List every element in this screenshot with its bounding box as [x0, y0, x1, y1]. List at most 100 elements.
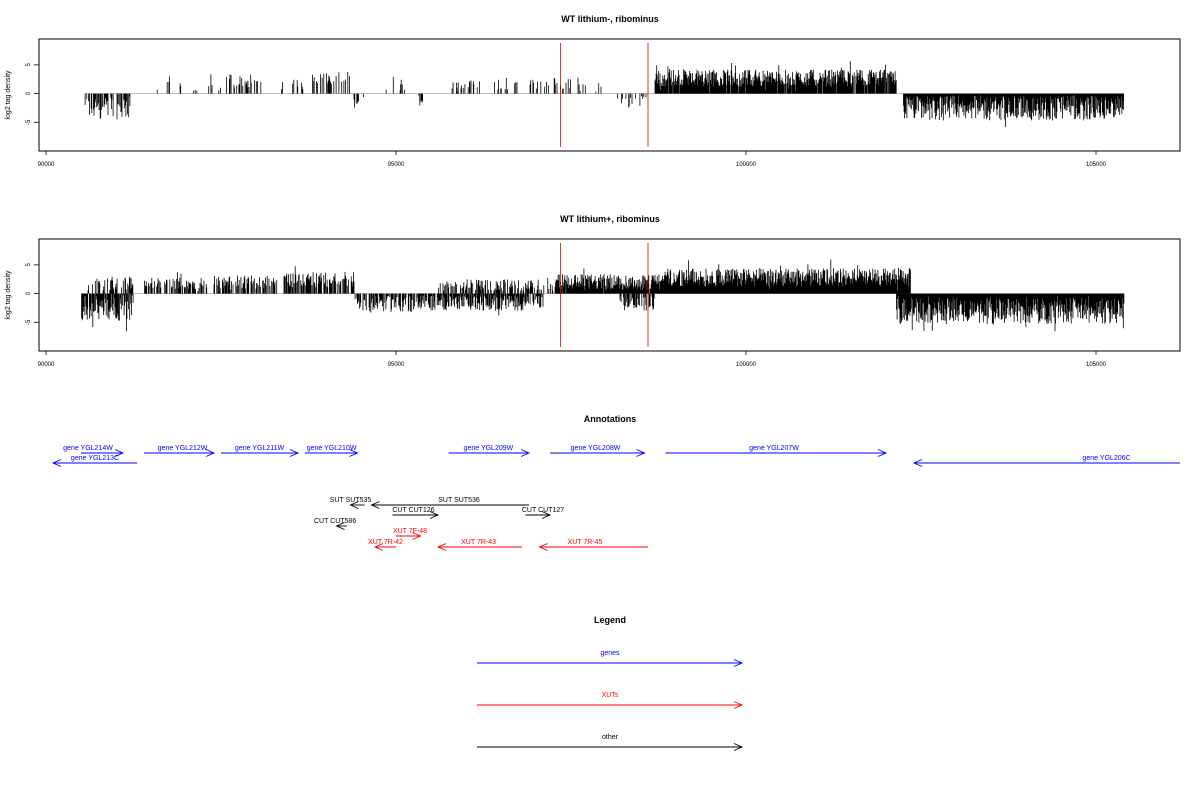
x-tick-label: 100000	[736, 362, 757, 368]
bar-segment	[156, 76, 170, 94]
bar-segment	[438, 278, 558, 294]
bar-segment	[791, 61, 897, 94]
legend-label: genes	[600, 650, 620, 657]
arrow-head-icon	[733, 743, 744, 751]
annotation-gene: gene YGL207W	[665, 445, 888, 457]
legend-item-xuts: XUTs	[477, 692, 744, 709]
bar-segment	[418, 93, 423, 106]
track-title: WT lithium+, ribominus	[560, 214, 660, 224]
annotation-label: gene YGL209W	[464, 445, 514, 452]
x-tick-label: 90000	[38, 162, 55, 168]
annotation-other: CUT CUT586	[314, 518, 356, 530]
arrow-head-icon	[412, 532, 422, 540]
annotation-gene: gene YGL209W	[448, 445, 531, 457]
arrow-head-icon	[349, 449, 359, 457]
annotation-gene: gene YGL212W	[144, 445, 216, 457]
y-axis: -5 0 5	[26, 63, 39, 125]
arrow-head-icon	[520, 449, 531, 457]
legend-items: genes XUTs other	[477, 650, 744, 751]
bar-segment	[654, 63, 792, 94]
bar-segment	[619, 293, 655, 311]
annotation-label: SUT SUT536	[438, 497, 480, 504]
bar-segment	[87, 276, 134, 294]
x-tick-label: 90000	[38, 362, 55, 368]
annotation-xut: XUT 7R-42	[368, 539, 403, 551]
x-axis: 90000 95000 100000 105000	[38, 351, 1107, 368]
bar-segment	[556, 268, 656, 294]
arrow-head-icon	[733, 701, 744, 709]
arrow-head-icon	[541, 511, 552, 519]
highlight-markers	[560, 243, 649, 347]
annotation-label: XUT 7R-45	[568, 539, 603, 546]
annotation-label: gene YGL212W	[158, 445, 208, 452]
y-axis: -5 0 5	[26, 263, 39, 325]
track-panel-lithium-minus: WT lithium-, ribominus log2 tag density …	[5, 14, 1181, 168]
annotation-label: XUT 7F-48	[393, 528, 427, 535]
annotation-gene: gene YGL210W	[305, 445, 359, 457]
annotations-title: Annotations	[584, 414, 637, 424]
annotation-label: gene YGL213C	[71, 455, 119, 462]
arrow-head-icon	[114, 449, 125, 457]
bar-segment	[81, 293, 134, 332]
annotation-other: CUT CUT127	[522, 507, 564, 519]
annotation-gene: gene YGL208W	[550, 445, 646, 457]
legend-panel: Legend genes XUTs other	[477, 615, 744, 751]
plot-frame	[38, 38, 1181, 152]
annotation-label: gene YGL206C	[1082, 455, 1130, 462]
bar-segment	[179, 83, 198, 94]
arrow-head-icon	[436, 543, 447, 551]
arrow-head-icon	[877, 449, 888, 457]
annotation-xut: XUT 7F-48	[393, 528, 427, 540]
annotation-gene: gene YGL206C	[912, 455, 1180, 467]
x-tick-label: 95000	[388, 162, 405, 168]
annotation-other: CUT CUT126	[392, 507, 440, 519]
bar-segment	[213, 275, 278, 294]
y-tick-label: -5	[26, 319, 32, 325]
bar-segment	[385, 76, 405, 94]
annotation-label: CUT CUT127	[522, 507, 564, 514]
legend-item-genes: genes	[477, 650, 744, 667]
arrow-head-icon	[205, 449, 216, 457]
annotation-gene: gene YGL213C	[51, 455, 137, 467]
bar-segment	[896, 293, 1125, 332]
bar-segment	[617, 93, 647, 108]
annotation-label: gene YGL210W	[307, 445, 357, 452]
bars	[84, 61, 1124, 128]
highlight-markers	[560, 43, 649, 147]
annotation-other: SUT SUT535	[330, 497, 372, 509]
annotation-label: CUT CUT586	[314, 518, 356, 525]
annotation-label: gene YGL208W	[571, 445, 621, 452]
annotation-label: gene YGL207W	[749, 445, 799, 452]
arrow-head-icon	[912, 459, 923, 467]
bar-segment	[353, 93, 364, 108]
y-tick-label: 0	[26, 91, 32, 95]
y-tick-label: 5	[26, 63, 32, 67]
arrow-head-icon	[289, 449, 300, 457]
bar-segment	[84, 93, 131, 120]
annotation-xut: XUT 7R-45	[538, 539, 648, 551]
arrow-head-icon	[373, 543, 384, 551]
bar-segment	[283, 266, 355, 294]
legend-item-other: other	[477, 734, 744, 751]
bar-segment	[654, 259, 911, 294]
annotation-xut: XUT 7R-43	[436, 539, 522, 551]
arrow-head-icon	[335, 522, 345, 530]
annotation-label: SUT SUT535	[330, 497, 372, 504]
bar-segment	[208, 74, 262, 94]
y-tick-label: -5	[26, 119, 32, 125]
bar-segment	[281, 79, 304, 94]
arrow-head-icon	[370, 501, 380, 509]
track-panel-lithium-plus: WT lithium+, ribominus log2 tag density …	[5, 214, 1181, 368]
annotation-label: CUT CUT126	[392, 507, 434, 514]
annotation-gene: gene YGL214W	[63, 445, 125, 457]
x-tick-label: 100000	[736, 162, 757, 168]
bar-segment	[354, 293, 417, 313]
arrow-head-icon	[636, 449, 646, 457]
annotation-label: gene YGL214W	[63, 445, 113, 452]
bar-segment	[312, 72, 350, 94]
bar-segment	[417, 293, 544, 316]
annotations-panel: Annotations gene YGL214W gene YGL213C gene…	[51, 414, 1180, 551]
bar-segment	[529, 78, 571, 94]
legend-label: other	[602, 734, 619, 741]
